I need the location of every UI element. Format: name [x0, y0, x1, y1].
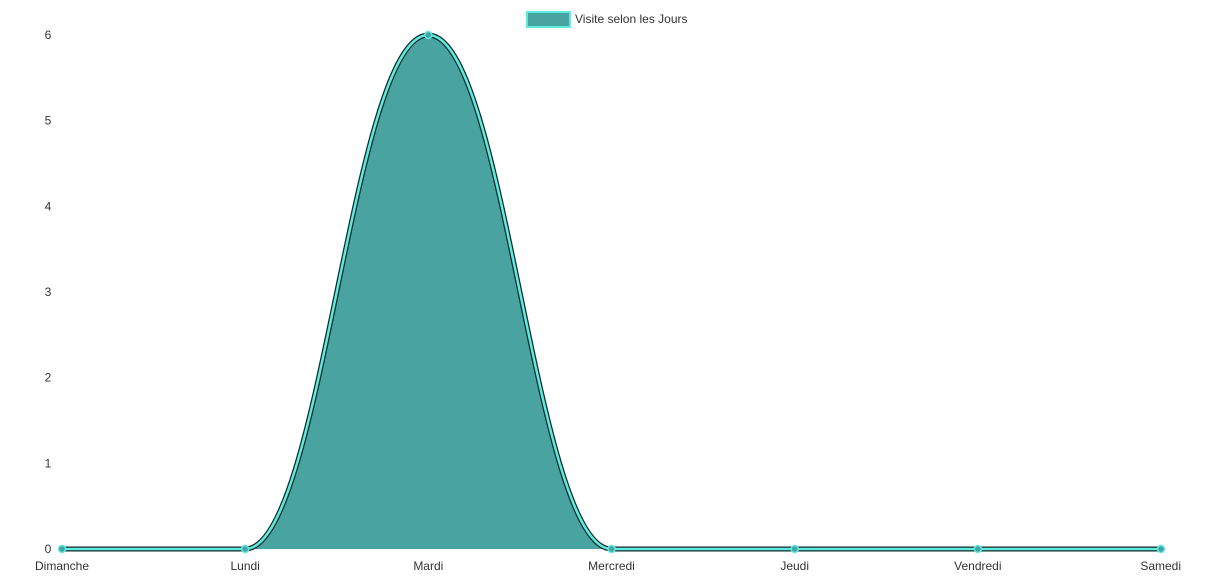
- data-point-jeudi[interactable]: [790, 544, 799, 554]
- legend-label[interactable]: Visite selon les Jours: [575, 12, 688, 26]
- y-tick-label: 5: [45, 114, 52, 128]
- legend[interactable]: Visite selon les Jours: [526, 11, 688, 28]
- x-tick-label: Dimanche: [35, 559, 89, 573]
- legend-swatch[interactable]: [526, 11, 571, 28]
- y-tick-label: 4: [45, 199, 52, 213]
- series-line-outline: [62, 32, 1161, 552]
- x-tick-label: Lundi: [230, 559, 259, 573]
- data-point-samedi[interactable]: [1156, 544, 1166, 554]
- y-tick-label: 0: [45, 542, 52, 556]
- data-point-mercredi[interactable]: [607, 544, 616, 554]
- data-point-lundi[interactable]: [240, 544, 250, 554]
- y-tick-label: 6: [45, 28, 52, 42]
- x-axis: Dimanche Lundi Mardi Mercredi Jeudi Vendredi S…: [35, 559, 1181, 573]
- data-point-dimanche[interactable]: [57, 544, 67, 554]
- x-tick-label: Mercredi: [588, 559, 635, 573]
- x-tick-label: Samedi: [1140, 559, 1181, 573]
- x-tick-label: Vendredi: [954, 559, 1001, 573]
- series-line: [62, 33, 1161, 551]
- x-tick-label: Jeudi: [780, 559, 809, 573]
- y-tick-label: 2: [45, 371, 52, 385]
- data-point-mardi[interactable]: [424, 30, 433, 40]
- y-tick-label: 1: [45, 456, 52, 470]
- series-area: [62, 35, 1161, 549]
- x-tick-label: Mardi: [413, 559, 443, 573]
- y-axis: 0 1 2 3 4 5 6: [45, 28, 52, 556]
- y-tick-label: 3: [45, 285, 52, 299]
- data-point-vendredi[interactable]: [973, 544, 983, 554]
- plot-area: [57, 30, 1166, 554]
